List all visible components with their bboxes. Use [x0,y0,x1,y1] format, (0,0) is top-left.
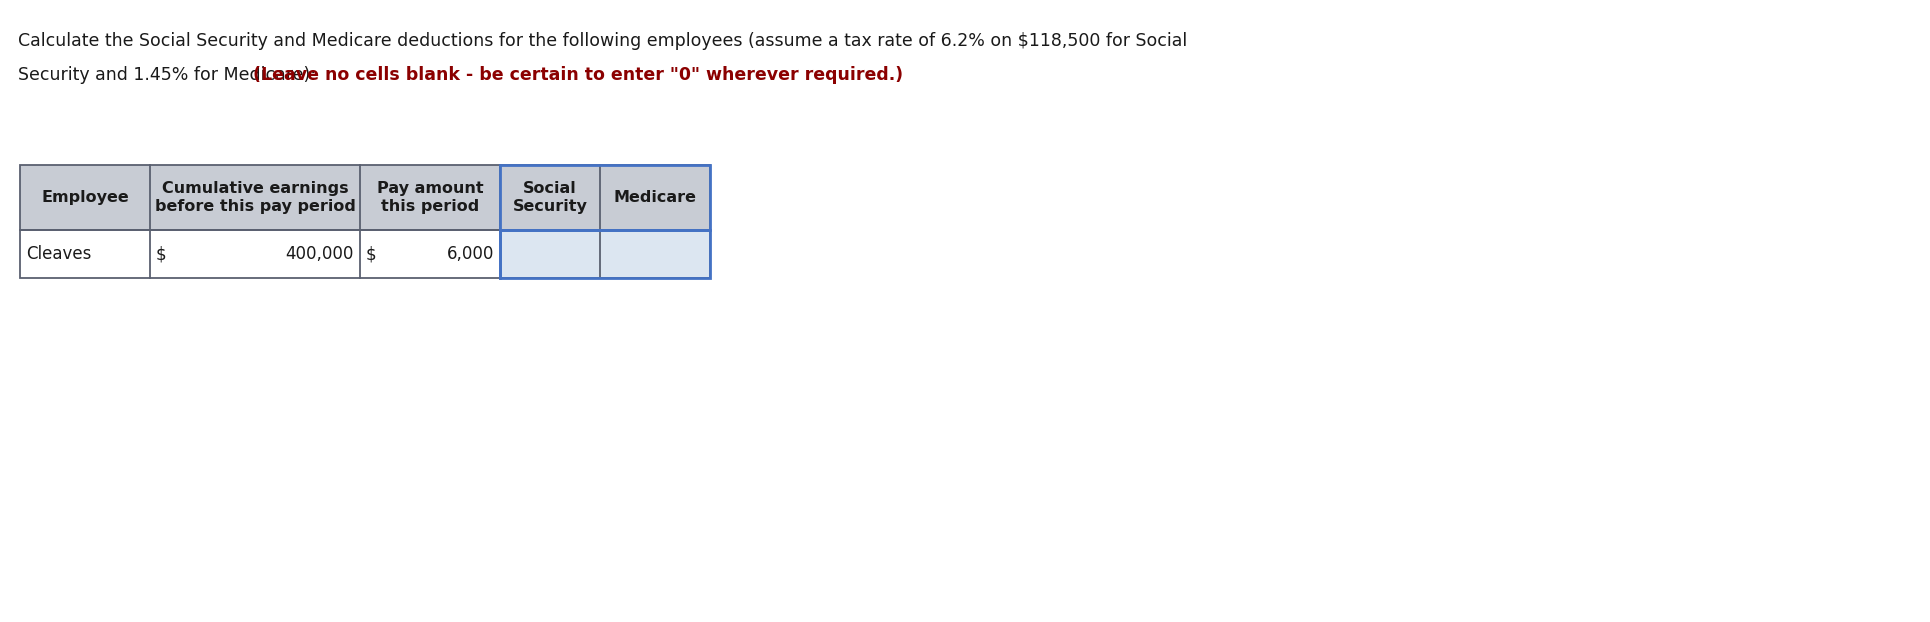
Text: Cleaves: Cleaves [25,245,91,263]
Text: Social
Security: Social Security [513,181,587,215]
Text: $: $ [156,245,166,263]
Text: Medicare: Medicare [614,190,697,205]
Bar [361,230,500,278]
Bar [500,230,710,278]
Bar [500,230,600,278]
Text: (Leave no cells blank - be certain to enter "0" wherever required.): (Leave no cells blank - be certain to en… [253,66,903,84]
Bar [151,230,361,278]
Bar [19,165,710,230]
Bar [500,165,600,230]
Text: Calculate the Social Security and Medicare deductions for the following employee: Calculate the Social Security and Medica… [17,32,1187,50]
Text: 6,000: 6,000 [446,245,494,263]
Bar [600,165,710,230]
Bar [151,165,361,230]
Bar [500,165,710,230]
Text: Security and 1.45% for Medicare):: Security and 1.45% for Medicare): [17,66,322,84]
Text: $: $ [367,245,376,263]
Bar [361,165,500,230]
Text: Pay amount
this period: Pay amount this period [376,181,482,215]
Bar [19,230,710,278]
Text: 400,000: 400,000 [286,245,353,263]
Text: Cumulative earnings
before this pay period: Cumulative earnings before this pay peri… [154,181,355,215]
Text: Employee: Employee [41,190,129,205]
Bar [19,165,151,230]
Bar [19,230,151,278]
Bar [600,230,710,278]
